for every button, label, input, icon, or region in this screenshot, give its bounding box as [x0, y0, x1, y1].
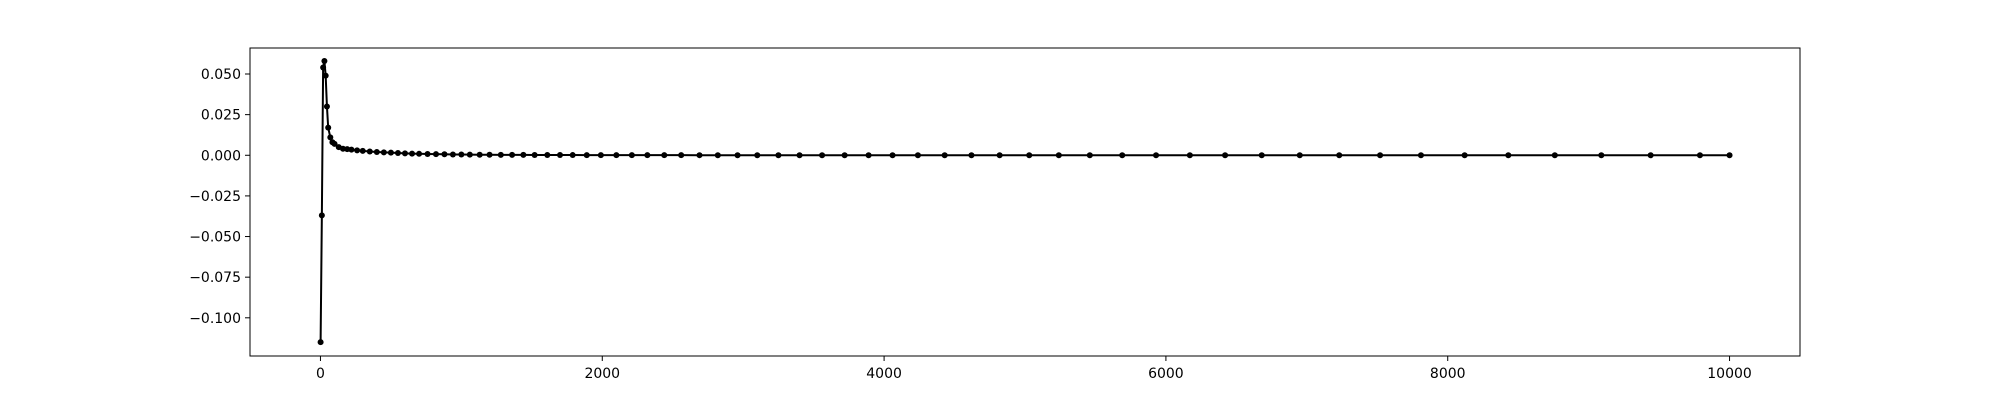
data-point — [1186, 152, 1193, 159]
data-point — [1598, 152, 1605, 159]
data-point — [449, 151, 456, 158]
series-line — [319, 60, 1730, 343]
data-point — [441, 151, 448, 158]
data-point — [322, 72, 329, 79]
data-point — [1222, 152, 1229, 159]
data-point — [325, 124, 332, 131]
data-point — [613, 152, 620, 159]
y-tick-label: −0.050 — [189, 230, 241, 246]
data-point — [644, 152, 651, 159]
data-point — [327, 134, 334, 141]
x-tick-label: 4000 — [866, 366, 902, 382]
data-point — [424, 150, 431, 157]
data-point — [520, 151, 527, 158]
data-point — [394, 150, 401, 156]
y-tick-label: −0.075 — [189, 270, 241, 286]
data-point — [775, 152, 782, 159]
y-tick-label: 0.050 — [201, 67, 241, 83]
data-point — [796, 152, 803, 159]
x-tick-label: 0 — [316, 366, 325, 382]
data-point — [1296, 152, 1303, 159]
data-point — [476, 151, 483, 158]
data-point — [486, 151, 493, 158]
data-point — [1336, 152, 1343, 159]
data-point — [1417, 152, 1424, 159]
data-point — [661, 152, 668, 159]
data-point — [1551, 152, 1558, 159]
data-point — [318, 212, 325, 219]
data-point — [734, 152, 741, 159]
data-point — [841, 152, 848, 159]
data-point — [387, 149, 394, 156]
x-tick-label: 10000 — [1707, 366, 1752, 382]
data-point — [1726, 152, 1733, 159]
data-point — [1086, 152, 1093, 159]
data-point — [941, 152, 948, 159]
tick-layer: 0 2000 4000 6000 8000 10000 −0.100 −0.075 −0.050… — [189, 67, 1752, 382]
data-point — [1696, 152, 1703, 159]
data-point — [597, 152, 604, 159]
data-point — [359, 147, 366, 154]
y-tick-label: 0.000 — [201, 148, 241, 164]
data-point — [557, 152, 563, 159]
data-point — [331, 140, 338, 147]
x-tick-label: 6000 — [1148, 366, 1184, 382]
data-point — [569, 152, 576, 159]
data-point — [1258, 152, 1265, 159]
data-point — [544, 152, 551, 158]
data-point — [819, 152, 826, 159]
data-point — [1026, 152, 1033, 159]
data-point — [1461, 152, 1468, 159]
data-point — [348, 146, 355, 153]
data-point — [321, 58, 328, 64]
data-point — [320, 64, 327, 71]
data-point — [1505, 152, 1512, 159]
data-point — [754, 152, 761, 159]
data-point — [380, 149, 387, 156]
data-point — [402, 150, 408, 157]
data-point — [458, 151, 465, 158]
data-point — [531, 151, 538, 158]
data-point — [1055, 152, 1062, 159]
x-tick-label: 2000 — [584, 366, 620, 382]
data-point — [1377, 152, 1384, 159]
data-point — [416, 150, 423, 157]
data-point — [433, 151, 439, 158]
data-point — [714, 152, 721, 159]
series-layer — [317, 58, 1733, 346]
data-point — [509, 151, 516, 158]
x-tick-label: 8000 — [1430, 366, 1466, 382]
data-point — [914, 152, 921, 159]
data-point — [1119, 152, 1126, 159]
y-tick-label: −0.025 — [189, 189, 241, 205]
data-point — [678, 152, 685, 159]
data-point — [1153, 152, 1160, 159]
data-point — [1647, 152, 1654, 159]
data-point — [409, 150, 416, 157]
data-point — [628, 152, 635, 159]
data-point — [366, 148, 373, 155]
data-point — [373, 149, 380, 156]
data-point — [466, 151, 473, 158]
data-point — [583, 152, 590, 159]
plot-frame — [249, 47, 1801, 357]
data-point — [865, 152, 872, 159]
data-point — [968, 152, 975, 159]
data-point — [317, 339, 324, 346]
y-tick-label: −0.100 — [189, 311, 241, 327]
y-tick-label: 0.025 — [201, 108, 241, 124]
data-point — [996, 152, 1003, 159]
data-point — [889, 152, 896, 159]
data-point — [323, 103, 330, 110]
data-point — [354, 147, 361, 154]
data-point — [696, 152, 703, 159]
data-point — [497, 151, 504, 158]
